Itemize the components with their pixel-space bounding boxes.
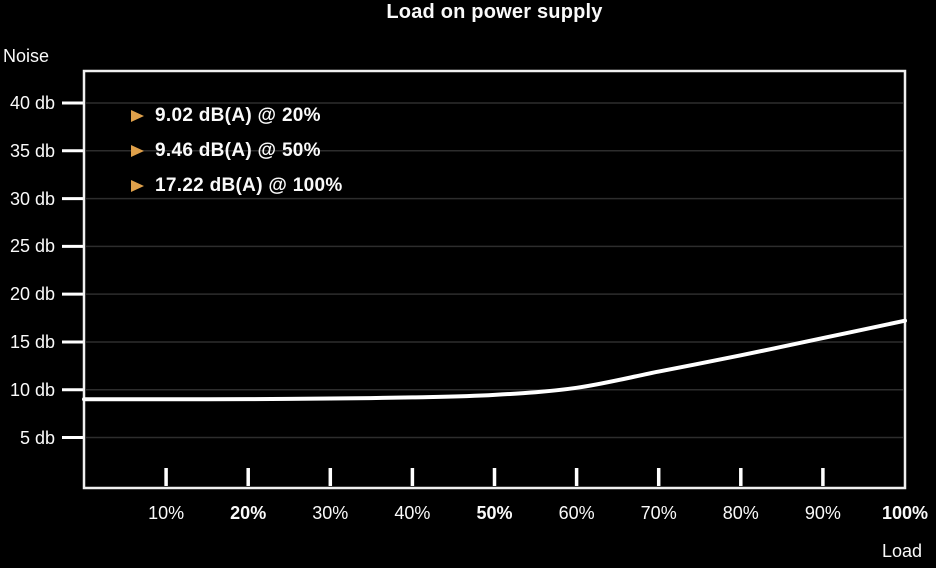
x-tick-label: 40% xyxy=(394,503,431,523)
y-tick-label: 30 db xyxy=(9,188,55,209)
y-tick-label: 35 db xyxy=(9,140,55,161)
x-tick-label: 10% xyxy=(148,503,185,523)
annotation-row: 9.02 dB(A) @ 20% xyxy=(131,104,321,128)
noise-curve xyxy=(82,318,907,402)
annotation-text: 9.02 dB(A) @ 20% xyxy=(155,105,321,126)
x-tick-label: 80% xyxy=(722,503,759,523)
y-tick-label: 10 db xyxy=(9,379,55,400)
x-tick-label: 100% xyxy=(881,503,929,523)
y-tick-label: 40 db xyxy=(9,93,55,114)
x-tick-label: 30% xyxy=(312,503,349,523)
y-tick-label: 25 db xyxy=(9,236,55,257)
y-tick-label: 15 db xyxy=(9,331,55,352)
triangle-marker-icon xyxy=(131,145,144,157)
x-tick-label: 20% xyxy=(230,503,267,523)
chart-title: Load on power supply xyxy=(386,1,603,23)
y-axis-title: Noise xyxy=(3,46,50,66)
triangle-marker-icon xyxy=(131,110,144,122)
annotation-row: 9.46 dB(A) @ 50% xyxy=(131,139,321,163)
x-tick-label: 70% xyxy=(640,503,677,523)
annotation-text: 17.22 dB(A) @ 100% xyxy=(155,175,343,196)
y-tick-label: 20 db xyxy=(9,284,55,305)
triangle-marker-icon xyxy=(131,180,144,192)
y-tick-label: 5 db xyxy=(19,427,55,448)
annotation-text: 9.46 dB(A) @ 50% xyxy=(155,140,321,161)
plot-border xyxy=(82,69,907,490)
x-axis-title: Load xyxy=(881,541,922,561)
x-tick-label: 50% xyxy=(476,503,513,523)
annotation-row: 17.22 dB(A) @ 100% xyxy=(131,174,343,198)
x-tick-label: 60% xyxy=(558,503,595,523)
x-tick-label: 90% xyxy=(804,503,841,523)
